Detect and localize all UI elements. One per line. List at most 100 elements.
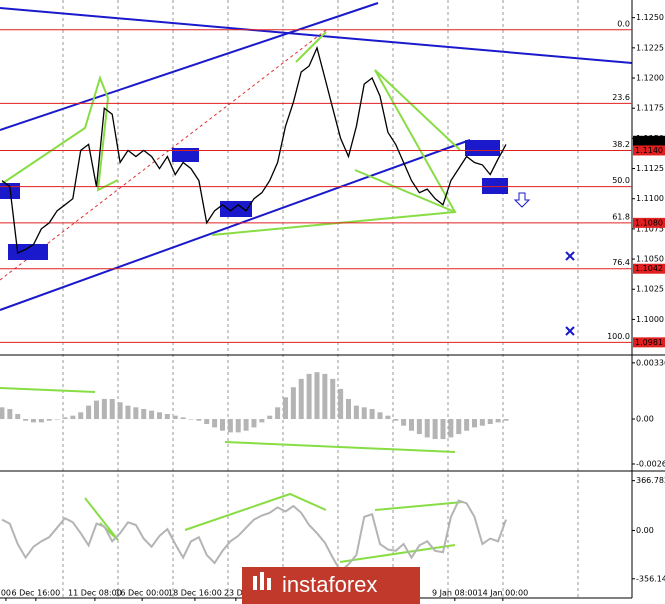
fib-label: 50.0 bbox=[612, 176, 630, 185]
price-label: 1.0981 bbox=[635, 338, 663, 347]
price-label-box bbox=[633, 145, 665, 156]
macd-bar bbox=[353, 405, 359, 420]
price-label-box bbox=[633, 263, 665, 274]
macd-bar bbox=[212, 419, 218, 428]
macd-bar bbox=[62, 417, 68, 420]
macd-bar bbox=[282, 397, 288, 420]
y-tick-label: 1.1225 bbox=[636, 43, 664, 52]
y-tick-label: 1.1100 bbox=[636, 194, 664, 203]
macd-bar bbox=[133, 407, 139, 420]
macd-bar bbox=[188, 419, 194, 420]
macd-bar bbox=[149, 410, 155, 420]
macd-bar bbox=[314, 372, 320, 420]
y-tick-label: 0.00 bbox=[636, 526, 654, 535]
y-tick-label: 366.782 bbox=[636, 476, 665, 485]
x-tick-label: 6 Dec 16:00 bbox=[11, 589, 60, 598]
macd-bar bbox=[109, 398, 115, 420]
macd-bar bbox=[361, 407, 367, 420]
x-tick-label: 18 Dec 16:00 bbox=[168, 589, 222, 598]
price-line bbox=[1, 45, 507, 254]
macd-bar bbox=[479, 419, 485, 426]
macd-bar bbox=[275, 407, 281, 420]
x-tick-label: 14 Jan 00:00 bbox=[478, 589, 529, 598]
y-tick-label: -356.145 bbox=[636, 574, 665, 583]
macd-bar bbox=[338, 388, 344, 420]
macd-bar bbox=[235, 419, 241, 433]
macd-bar bbox=[267, 415, 273, 420]
watermark: instaforex bbox=[282, 572, 377, 597]
y-tick-label: 0.00 bbox=[636, 415, 654, 424]
macd-bar bbox=[141, 408, 147, 420]
macd-bar bbox=[70, 415, 76, 420]
macd-bar bbox=[23, 419, 29, 421]
macd-bar bbox=[125, 405, 131, 420]
macd-bar bbox=[204, 419, 210, 425]
macd-bar bbox=[432, 419, 438, 440]
macd-bar bbox=[7, 408, 13, 420]
price-label: 1.1140 bbox=[635, 146, 663, 155]
macd-bar bbox=[408, 419, 414, 431]
x-tick-label: 16 Dec 00:00 bbox=[115, 589, 169, 598]
macd-bar bbox=[227, 419, 233, 433]
price-label-box bbox=[633, 337, 665, 348]
macd-bar bbox=[487, 419, 493, 425]
price-label-box bbox=[633, 217, 665, 228]
y-tick-label: 1.1250 bbox=[636, 13, 664, 22]
fib-label: 38.2 bbox=[612, 140, 630, 149]
x-tick-label: 9 Jan 08:00 bbox=[432, 589, 478, 598]
macd-bar bbox=[164, 414, 170, 420]
macd-bar bbox=[156, 412, 162, 420]
macd-bar bbox=[0, 407, 5, 420]
macd-bar bbox=[448, 419, 454, 438]
macd-bar bbox=[330, 378, 336, 420]
macd-bar bbox=[424, 419, 430, 438]
y-tick-label: 1.1175 bbox=[636, 104, 664, 113]
macd-bar bbox=[322, 373, 328, 420]
y-tick-label: 0.00336 bbox=[636, 358, 665, 367]
price-label: 1.1042 bbox=[635, 264, 663, 273]
macd-bar bbox=[243, 419, 249, 431]
price-label: 1.1080 bbox=[635, 218, 663, 227]
fib-label: 23.6 bbox=[612, 93, 630, 102]
macd-bar bbox=[377, 412, 383, 420]
macd-bar bbox=[259, 419, 265, 423]
macd-bar bbox=[306, 373, 312, 420]
y-tick-label: 1.1075 bbox=[636, 224, 664, 233]
price-label: 1.1148 bbox=[635, 136, 663, 145]
macd-bar bbox=[471, 419, 477, 428]
macd-bar bbox=[345, 398, 351, 420]
macd-bar bbox=[78, 412, 84, 420]
macd-bar bbox=[495, 419, 501, 423]
macd-bar bbox=[385, 415, 391, 420]
macd-bar bbox=[15, 414, 21, 420]
macd-bar bbox=[46, 419, 52, 421]
y-tick-label: 1.1200 bbox=[636, 74, 664, 83]
macd-bar bbox=[464, 419, 470, 431]
macd-bar bbox=[38, 419, 44, 423]
macd-bar bbox=[219, 419, 225, 431]
y-tick-label: 1.1000 bbox=[636, 315, 664, 324]
macd-bar bbox=[117, 402, 123, 420]
macd-bar bbox=[503, 419, 509, 421]
y-tick-label: 1.1125 bbox=[636, 164, 664, 173]
x-tick-label: 11 Dec 08:00 bbox=[68, 589, 122, 598]
fib-label: 76.4 bbox=[612, 258, 630, 267]
x-tick-label: 23 De bbox=[224, 589, 248, 598]
price-label-box bbox=[633, 135, 665, 146]
fib-label: 61.8 bbox=[612, 212, 630, 221]
macd-bar bbox=[440, 419, 446, 440]
macd-bar bbox=[369, 408, 375, 420]
macd-bar bbox=[251, 419, 257, 428]
macd-bar bbox=[416, 419, 422, 435]
macd-bar bbox=[290, 387, 296, 420]
macd-bar bbox=[401, 419, 407, 426]
cci-line bbox=[1, 499, 507, 573]
macd-bar bbox=[196, 419, 202, 421]
fib-label: 100.0 bbox=[607, 332, 630, 341]
y-tick-label: 1.1025 bbox=[636, 285, 664, 294]
macd-bar bbox=[30, 419, 36, 423]
fib-label: 0.0 bbox=[617, 19, 630, 28]
macd-bar bbox=[298, 378, 304, 420]
